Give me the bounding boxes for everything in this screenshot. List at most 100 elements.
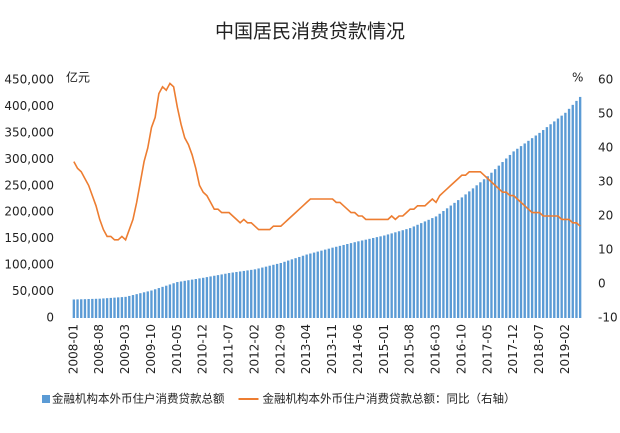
- legend-label: 金融机构本外币住户消费贷款总额: [52, 392, 225, 406]
- bar: [442, 211, 445, 318]
- y2-tick-label: 60: [598, 73, 613, 87]
- bar: [224, 273, 227, 318]
- bar: [194, 279, 197, 318]
- bar: [338, 245, 342, 318]
- x-tick-label: 2008-01: [66, 324, 80, 374]
- bar: [438, 213, 441, 318]
- bar: [449, 205, 452, 318]
- bar: [346, 244, 349, 318]
- bar: [312, 252, 316, 318]
- y-tick-label: 50,000: [12, 284, 54, 298]
- bar: [216, 275, 220, 318]
- y2-tick-label: -10: [598, 311, 618, 325]
- bar: [420, 223, 423, 318]
- bar: [301, 255, 305, 318]
- bar: [331, 247, 334, 318]
- bar: [523, 143, 526, 318]
- bar: [408, 228, 412, 318]
- bar: [578, 96, 582, 319]
- bar: [493, 169, 497, 318]
- bar: [538, 132, 541, 318]
- bar: [153, 289, 157, 318]
- bar: [76, 299, 79, 318]
- bar: [320, 250, 323, 318]
- bar: [571, 104, 574, 318]
- bar: [383, 235, 386, 318]
- x-tick-label: 2018-07: [532, 324, 546, 374]
- bar: [165, 285, 168, 318]
- bar: [172, 283, 175, 318]
- bar: [427, 219, 430, 318]
- bar: [220, 274, 223, 318]
- bar: [323, 249, 327, 318]
- bar: [142, 292, 146, 318]
- bar: [128, 295, 131, 318]
- x-tick-label: 2017-12: [506, 324, 520, 374]
- bar: [460, 197, 464, 318]
- bar: [157, 288, 161, 318]
- bar: [183, 280, 186, 318]
- y2-tick-label: 0: [598, 277, 606, 291]
- x-tick-label: 2016-03: [429, 324, 443, 374]
- bar: [508, 154, 512, 318]
- bar: [564, 112, 567, 319]
- bar: [397, 231, 401, 318]
- line: [73, 82, 581, 242]
- bar: [275, 263, 279, 318]
- bar: [161, 286, 164, 318]
- bar: [294, 258, 297, 318]
- bar: [575, 100, 578, 318]
- bar: [135, 294, 138, 318]
- y-tick-label: 100,000: [4, 258, 54, 272]
- bar: [113, 297, 116, 318]
- bar: [516, 148, 519, 318]
- bar: [87, 299, 90, 318]
- bar: [457, 200, 460, 318]
- x-tick-label: 2011-07: [222, 324, 236, 374]
- bar: [176, 282, 179, 318]
- bar: [519, 146, 523, 318]
- x-tick-label: 2012-02: [247, 324, 261, 374]
- bar: [497, 165, 501, 318]
- bar: [298, 256, 301, 318]
- bar: [375, 237, 379, 318]
- bar: [80, 299, 83, 318]
- bar: [357, 241, 360, 318]
- x-tick-label: 2009-03: [118, 324, 132, 374]
- bar: [83, 299, 87, 318]
- bar: [475, 185, 478, 318]
- x-tick-label: 2010-12: [196, 324, 210, 374]
- bar: [556, 118, 560, 318]
- y-tick-label: 400,000: [4, 99, 54, 113]
- bar: [290, 259, 294, 318]
- bar: [553, 121, 556, 318]
- x-tick-label: 2014-06: [351, 324, 365, 374]
- bar: [342, 244, 345, 318]
- bar: [545, 127, 549, 319]
- bar: [501, 162, 504, 318]
- bar: [235, 271, 238, 318]
- bar: [490, 172, 493, 318]
- bar: [486, 176, 489, 318]
- bar: [549, 124, 552, 318]
- y2-tick-label: 50: [598, 107, 613, 121]
- bar: [146, 291, 149, 318]
- bar: [102, 298, 105, 318]
- bar: [364, 239, 367, 318]
- bar: [560, 115, 563, 318]
- bar: [309, 253, 312, 318]
- bar: [394, 232, 397, 318]
- y-tick-label: 250,000: [4, 178, 54, 192]
- bar: [209, 276, 212, 318]
- bar: [305, 254, 308, 318]
- bar: [360, 240, 364, 318]
- bar: [150, 290, 153, 318]
- bar: [213, 275, 216, 318]
- bar: [250, 269, 253, 318]
- chart-title: 中国居民消费贷款情况: [215, 21, 405, 43]
- x-tick-label: 2013-04: [299, 324, 313, 374]
- x-tick-label: 2012-09: [273, 324, 287, 374]
- bar: [190, 279, 194, 318]
- y-tick-label: 200,000: [4, 205, 54, 219]
